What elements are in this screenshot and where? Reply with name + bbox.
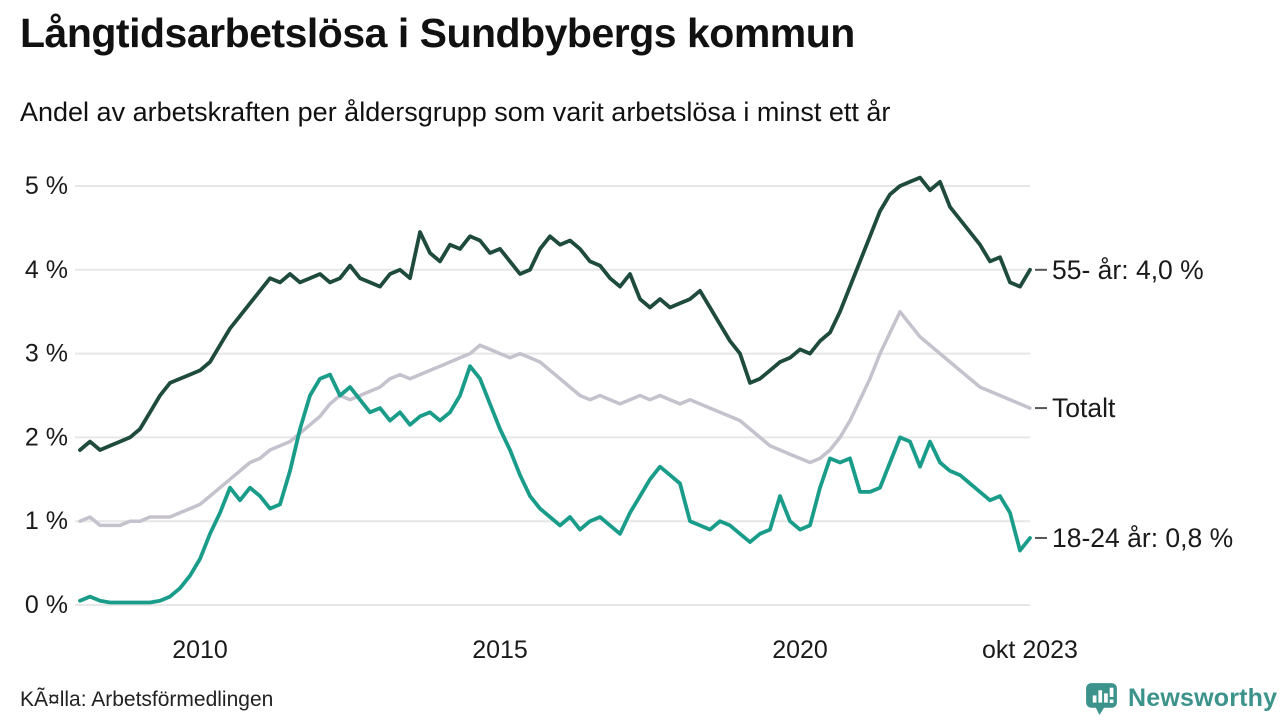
series-end-label-55plus: 55- år: 4,0 % xyxy=(1052,255,1204,285)
series-line-youth xyxy=(78,364,1032,605)
series-line-total xyxy=(78,309,1032,528)
y-tick-label: 4 % xyxy=(25,256,68,284)
source-note: KÃ¤lla: Arbetsförmedlingen xyxy=(20,688,274,711)
x-tick-label: okt 2023 xyxy=(982,636,1078,664)
y-tick-label: 0 % xyxy=(25,591,68,619)
x-tick-label: 2010 xyxy=(172,636,228,664)
x-tick-label: 2015 xyxy=(472,636,528,664)
y-tick-label: 3 % xyxy=(25,340,68,368)
series-line-55plus xyxy=(78,175,1032,452)
chart-subtitle: Andel av arbetskraften per åldersgrupp s… xyxy=(20,97,891,127)
y-tick-label: 5 % xyxy=(25,172,68,200)
newsworthy-icon xyxy=(1086,683,1117,715)
series-end-label-total: Totalt xyxy=(1052,393,1116,423)
x-tick-label: 2020 xyxy=(772,636,828,664)
y-tick-label: 2 % xyxy=(25,423,68,451)
series-end-label-youth: 18-24 år: 0,8 % xyxy=(1052,523,1233,553)
y-tick-label: 1 % xyxy=(25,507,68,535)
newsworthy-wordmark: Newsworthy xyxy=(1128,684,1278,712)
newsworthy-logo: Newsworthy xyxy=(1083,680,1277,717)
chart-title: Långtidsarbetslösa i Sundbybergs kommun xyxy=(20,10,855,56)
